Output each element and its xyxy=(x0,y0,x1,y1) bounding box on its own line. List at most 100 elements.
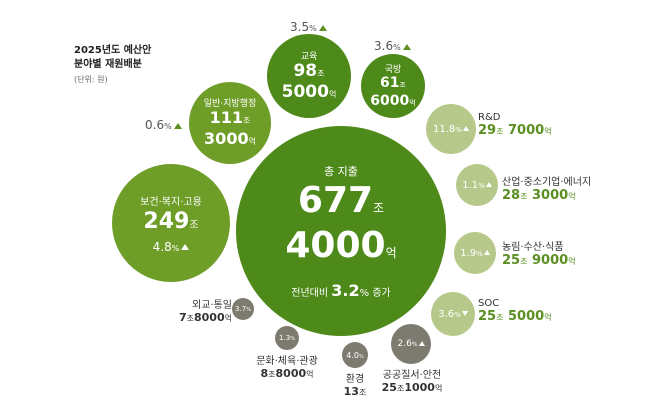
sector-name: SOC xyxy=(478,298,500,309)
jo-value: 29 xyxy=(478,123,497,138)
sector-env-circle: 4.0% xyxy=(342,342,368,368)
total-eok: 4000억 xyxy=(285,225,397,273)
sector-amount: 29조 7000억 xyxy=(478,123,552,138)
growth-suffix: 증가 xyxy=(372,287,391,299)
jo-unit: 조 xyxy=(243,115,251,125)
jo-unit: 조 xyxy=(396,384,405,393)
sector-amount: 25조 5000억 xyxy=(478,309,552,324)
eok-value: 1000 xyxy=(404,381,435,394)
sector-pct: 11.8% xyxy=(433,124,469,135)
jo-value: 25 xyxy=(381,381,397,394)
up-arrow-icon xyxy=(483,250,490,255)
up-arrow-icon xyxy=(402,43,411,50)
eok-unit: 억 xyxy=(434,384,443,393)
sector-name: 일반·지방행정 xyxy=(203,98,257,109)
eok-value: 6000 xyxy=(370,92,410,109)
sector-eok: 5000억 xyxy=(282,82,337,104)
sector-amount: 8조8000억 xyxy=(248,367,326,380)
sector-diplomacy-circle: 3.7% xyxy=(232,298,254,320)
pct-value: 3.7 xyxy=(235,305,247,313)
jo-value: 7 xyxy=(178,311,187,324)
sector-pct: 4.0% xyxy=(346,351,364,360)
sector-soc-circle: 3.6% xyxy=(431,292,475,336)
sector-jo: 111조 xyxy=(209,107,251,130)
chart-title: 2025년도 예산안 분야별 재원배분 xyxy=(74,44,151,72)
sector-name: 환경 xyxy=(345,374,365,385)
growth-value: 3.2 xyxy=(331,280,360,300)
pct-unit: % xyxy=(309,24,317,33)
sector-amount: 28조 3000억 xyxy=(502,188,591,203)
sector-industry-label: 산업·중소기업·에너지 28조 3000억 xyxy=(502,173,591,203)
jo-unit: 조 xyxy=(520,257,528,266)
up-arrow-icon xyxy=(181,244,190,250)
pct-unit: % xyxy=(393,43,401,52)
sector-amount: 25조 9000억 xyxy=(502,253,576,268)
pct-value: 2.6 xyxy=(397,339,412,349)
jo-unit: 조 xyxy=(268,370,276,379)
sector-pct: 1.1% xyxy=(462,180,492,191)
jo-unit: 조 xyxy=(317,68,325,78)
jo-unit: 조 xyxy=(496,313,504,322)
eok-value: 9000 xyxy=(532,253,569,268)
sector-jo: 61조 xyxy=(380,75,406,93)
sector-culture-circle: 1.3% xyxy=(275,326,299,350)
total-jo: 677조 xyxy=(297,179,384,226)
total-eok-unit: 억 xyxy=(385,245,397,260)
sector-education-pct: 3.5% xyxy=(290,20,327,34)
pct-value: 1.9 xyxy=(460,247,477,259)
pct-value: 4.0 xyxy=(346,350,359,360)
eok-unit: 억 xyxy=(409,98,416,107)
pct-unit: % xyxy=(164,122,172,131)
sector-amount: 25조1000억 xyxy=(374,381,450,394)
sector-name: 공공질서·안전 xyxy=(382,370,442,381)
pct-value: 3.6 xyxy=(438,308,455,320)
sector-jo: 249 xyxy=(143,208,190,234)
up-arrow-icon xyxy=(485,182,492,187)
sector-name: R&D xyxy=(478,112,501,123)
sector-name: 외교·통일 xyxy=(192,300,232,311)
title-line-1: 2025년도 예산안 xyxy=(74,45,152,56)
eok-value: 5000 xyxy=(508,309,545,324)
sector-value: 249조 xyxy=(143,208,198,240)
sector-health-circle: 보건·복지·고용 249조 4.8% xyxy=(112,164,230,282)
pct-value: 3.6 xyxy=(374,39,394,53)
up-arrow-icon xyxy=(318,24,327,31)
sector-industry-circle: 1.1% xyxy=(456,164,498,206)
sector-safety-circle: 2.6% xyxy=(391,324,431,364)
sector-pct: 3.6% xyxy=(438,309,468,320)
pct-unit: % xyxy=(358,353,364,360)
sector-amount: 7조8000억 xyxy=(170,311,232,324)
pct-value: 1.3 xyxy=(279,334,291,342)
jo-value: 61 xyxy=(380,74,400,91)
growth-pct-unit: % xyxy=(359,287,370,299)
jo-value: 111 xyxy=(209,107,244,127)
jo-unit: 조 xyxy=(496,127,504,136)
sector-defense-pct: 3.6% xyxy=(374,39,411,53)
sector-rnd-circle: 11.8% xyxy=(426,104,476,154)
pct-unit: % xyxy=(455,125,462,134)
jo-value: 25 xyxy=(478,309,497,324)
total-label: 총 지출 xyxy=(324,164,358,178)
total-circle: 총 지출 677조 4000억 전년대비 3.2% 증가 xyxy=(236,126,446,336)
sector-agri-label: 농림·수산·식품 25조 9000억 xyxy=(502,238,576,268)
eok-unit: 억 xyxy=(568,192,576,201)
sector-amount: 13조 xyxy=(330,385,380,398)
jo-value: 13 xyxy=(343,385,359,398)
pct-unit: % xyxy=(476,249,483,258)
sector-pct: 4.8% xyxy=(153,240,190,254)
pct-unit: % xyxy=(478,181,485,190)
pct-unit: % xyxy=(290,336,295,342)
jo-value: 8 xyxy=(260,367,269,380)
sector-pct: 3.7% xyxy=(235,305,251,313)
sector-pct: 1.9% xyxy=(460,248,490,259)
sector-culture-label: 문화·체육·관광 8조8000억 xyxy=(248,352,326,380)
sector-jo: 98조 xyxy=(293,61,325,83)
sector-name: 산업·중소기업·에너지 xyxy=(502,177,592,188)
total-jo-value: 677 xyxy=(297,179,374,221)
eok-value: 7000 xyxy=(508,123,545,138)
pct-value: 1.1 xyxy=(462,179,479,191)
jo-value: 25 xyxy=(502,253,521,268)
sector-env-label: 환경 13조 xyxy=(330,370,380,398)
sector-name: 보건·복지·고용 xyxy=(140,196,202,208)
eok-value: 8000 xyxy=(275,367,307,380)
